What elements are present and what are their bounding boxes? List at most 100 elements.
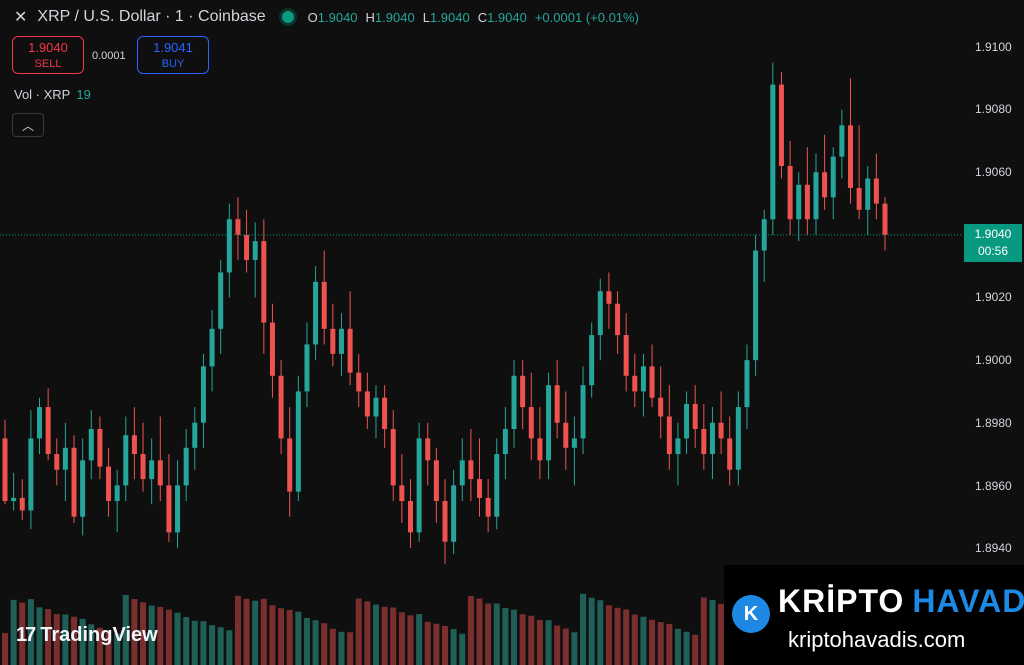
volume-bar <box>580 593 587 665</box>
tradingview-logo-icon: 17 <box>16 624 36 646</box>
volume-bar <box>165 609 172 665</box>
candle-body <box>364 391 370 417</box>
volume-name: Vol · XRP <box>14 87 71 102</box>
candle-body <box>692 403 698 430</box>
brand-overlay: K KRİPTOHAVADİS kriptohavadis.com <box>724 565 1024 665</box>
volume-bar <box>226 630 233 665</box>
price-axis-label: 1.8940 <box>975 541 1012 555</box>
symbol-title[interactable]: XRP / U.S. Dollar · 1 · Coinbase <box>37 8 266 25</box>
volume-bar <box>200 621 207 665</box>
candle-body <box>166 485 172 533</box>
close-icon[interactable]: ✕ <box>14 9 28 26</box>
candle-body <box>822 172 828 198</box>
volume-bar <box>493 603 500 665</box>
candle-body <box>140 454 146 480</box>
volume-bar <box>10 599 17 665</box>
collapse-legend-button[interactable]: ︿ <box>12 113 44 137</box>
volume-bar <box>649 619 656 665</box>
volume-bar <box>683 631 690 665</box>
volume-bar <box>674 628 681 665</box>
volume-bar <box>286 609 293 665</box>
volume-bar <box>252 600 259 665</box>
candle-body <box>37 407 43 439</box>
candle-body <box>537 438 543 461</box>
volume-bar <box>390 607 397 665</box>
volume-bar <box>131 599 138 665</box>
volume-bar <box>442 625 448 665</box>
volume-bar <box>476 598 483 665</box>
candle-body <box>865 178 871 210</box>
buy-price: 1.9041 <box>153 40 193 55</box>
candle-body <box>356 372 362 392</box>
volume-bar <box>424 621 431 665</box>
candle-body <box>157 460 163 486</box>
candle-body <box>347 328 353 373</box>
volume-bar <box>364 601 371 665</box>
volume-bar <box>329 628 336 665</box>
volume-bar <box>467 596 474 665</box>
volume-bar <box>450 628 457 665</box>
volume-bar <box>183 617 190 665</box>
volume-bar <box>191 620 198 665</box>
candle-body <box>321 281 327 329</box>
sell-label: SELL <box>34 58 62 70</box>
buy-button[interactable]: 1.9041 BUY <box>137 36 209 74</box>
volume-bar <box>511 609 518 665</box>
candle-body <box>511 375 517 430</box>
volume-bar <box>122 594 129 665</box>
volume-bar <box>157 606 164 665</box>
candle-body <box>796 184 802 220</box>
volume-bar <box>36 607 43 665</box>
candle-body <box>2 438 8 502</box>
ohlc-values: O1.9040 H1.9040 L1.9040 C1.9040 +0.0001 … <box>307 9 639 25</box>
volume-bar <box>597 600 604 665</box>
candle-body <box>494 454 500 517</box>
volume-bar <box>62 614 69 665</box>
volume-bar <box>657 622 664 665</box>
candle-body <box>62 447 68 470</box>
price-axis-label: 1.9000 <box>975 353 1012 367</box>
sell-price: 1.9040 <box>28 40 68 55</box>
candle-body <box>615 303 621 336</box>
tradingview-watermark[interactable]: 17 TradingView <box>16 624 158 647</box>
candle-body <box>261 241 267 323</box>
volume-bar <box>528 615 535 665</box>
candle-body <box>200 366 206 423</box>
volume-bar <box>640 616 647 665</box>
candle-body <box>563 422 569 448</box>
sell-button[interactable]: 1.9040 SELL <box>12 36 84 74</box>
candle-body <box>425 438 431 461</box>
candle-body <box>580 385 586 439</box>
candle-body <box>753 250 759 361</box>
candle-body <box>192 422 198 448</box>
tradingview-text: TradingView <box>40 624 158 646</box>
volume-bar <box>554 625 561 665</box>
volume-bar <box>53 614 60 665</box>
volume-legend[interactable]: Vol · XRP 19 <box>14 87 91 102</box>
volume-bar <box>321 623 328 665</box>
volume-bar <box>148 605 155 665</box>
volume-bar <box>88 624 95 665</box>
candle-body <box>54 454 60 470</box>
candle-body <box>597 291 603 336</box>
volume-bar <box>269 605 276 665</box>
candle-body <box>28 438 34 511</box>
change-value: +0.0001 (+0.01%) <box>534 9 639 25</box>
candle-body <box>269 322 275 376</box>
candle-body <box>839 125 845 157</box>
candle-body <box>114 485 120 502</box>
candle-body <box>761 219 767 251</box>
volume-bar <box>209 625 216 665</box>
volume-bar <box>79 618 86 665</box>
candle-body <box>718 422 724 439</box>
candle-body <box>477 479 483 498</box>
buy-label: BUY <box>161 58 185 70</box>
candle-body <box>640 366 646 392</box>
candle-body <box>709 422 715 455</box>
volume-bar <box>381 606 388 665</box>
volume-bar <box>545 620 552 665</box>
candle-body <box>744 360 750 408</box>
candle-body <box>11 497 17 502</box>
volume-bar <box>666 623 673 665</box>
